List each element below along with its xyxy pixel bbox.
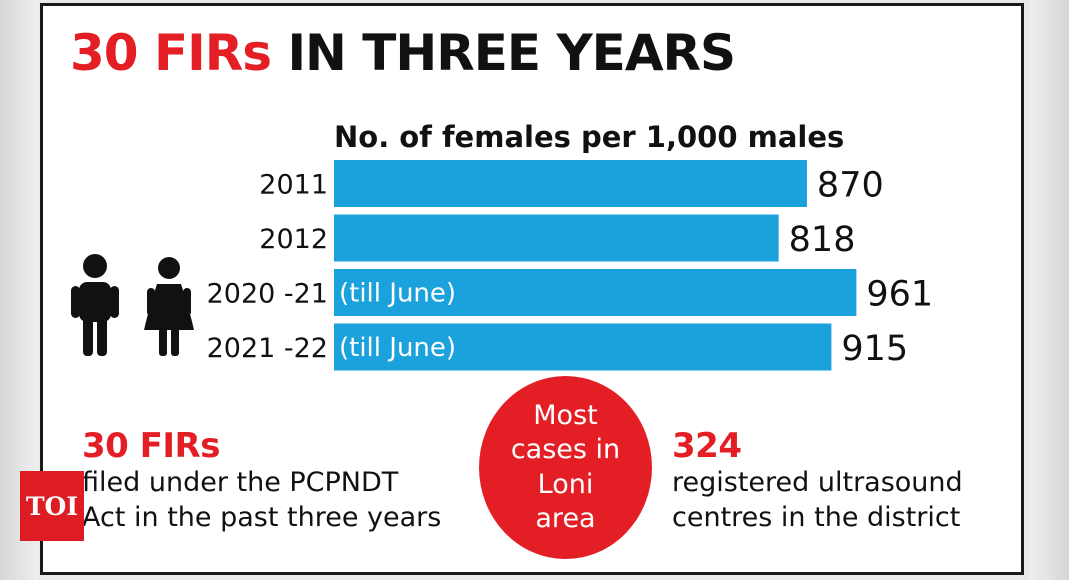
bubble-line-2: cases in (510, 434, 621, 466)
firs-count: 30 FIRs (82, 426, 220, 466)
value-label: 870 (817, 166, 884, 206)
bar-2012 (334, 214, 779, 262)
male-figure-icon (71, 254, 119, 356)
bubble-line-4: area (535, 502, 596, 534)
loni-bubble: Most cases in Loni area (479, 376, 652, 559)
bar-2020-21 (334, 269, 857, 316)
category-label: 2021 -22 (207, 333, 328, 364)
title-rest: IN THREE YEARS (287, 24, 736, 82)
page-title: 30 FIRs IN THREE YEARS (70, 28, 736, 78)
toi-logo: TOI (20, 471, 84, 541)
figures-group (71, 254, 194, 356)
bubble-line-3: Loni (537, 468, 594, 500)
title-highlight: 30 FIRs (70, 24, 272, 82)
right-edge-shade (1029, 0, 1069, 580)
chart-title: No. of females per 1,000 males (334, 120, 844, 154)
centres-count: 324 (672, 426, 742, 466)
category-label: 2020 -21 (207, 279, 328, 310)
category-label: 2012 (259, 224, 328, 255)
bar-note: (till June) (339, 333, 456, 363)
category-label: 2011 (259, 170, 328, 201)
bar-2011 (334, 160, 807, 207)
centres-description-line-2: centres in the district (672, 502, 961, 534)
value-label: 915 (841, 329, 908, 369)
bar-2021-22 (334, 323, 832, 371)
bar-note: (till June) (339, 279, 456, 309)
bubble-line-1: Most (533, 400, 598, 432)
value-label: 961 (866, 275, 933, 315)
bars-group: 2011 870 2012 818 2020 -21 (till June) 961 2021… (207, 160, 933, 371)
firs-description-line-1: filed under the PCPNDT (82, 467, 399, 499)
firs-stat: 30 FIRs filed under the PCPNDT Act in th… (82, 426, 442, 536)
value-label: 818 (789, 220, 856, 260)
firs-description-line-2: Act in the past three years (82, 502, 442, 534)
female-figure-icon (144, 257, 194, 356)
centres-stat: 324 registered ultrasound centres in the… (672, 426, 963, 536)
centres-description-line-1: registered ultrasound (672, 467, 963, 499)
